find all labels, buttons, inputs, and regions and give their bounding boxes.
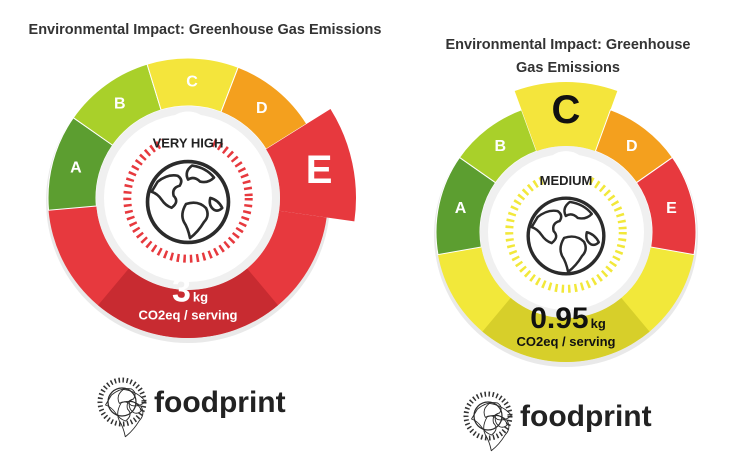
grade-label: B [494, 138, 506, 155]
continent [117, 388, 146, 407]
continent [494, 414, 509, 428]
continent [208, 196, 224, 212]
unit: kg [193, 290, 208, 305]
dash-ring [123, 133, 253, 263]
grade-label: A [455, 200, 467, 217]
title: Environmental Impact: Greenhouse Gas Emi… [28, 22, 382, 38]
continent [105, 388, 136, 422]
amount: 3 [172, 272, 191, 310]
continent [185, 164, 216, 184]
level-label: MEDIUM [540, 173, 593, 188]
brand: foodprint [520, 400, 652, 433]
grade-segment [514, 81, 618, 152]
continent [181, 201, 209, 240]
continent [150, 174, 183, 210]
grade-label: A [70, 159, 82, 176]
basis: CO2eq / serving [139, 308, 238, 323]
brand: foodprint [154, 386, 286, 419]
level-label: VERY HIGH [153, 135, 224, 150]
continent [559, 235, 587, 274]
grade-label: D [626, 138, 638, 155]
logo-ring [97, 377, 147, 427]
logo: foodprint [463, 391, 652, 452]
grade-label: B [114, 96, 126, 113]
grade-label: D [256, 100, 268, 117]
dash-mask [541, 151, 591, 200]
continent [483, 414, 510, 452]
title: Environmental Impact: Greenhouse Gas Emi… [445, 37, 691, 76]
continent [530, 209, 563, 245]
grade-label: C [186, 74, 198, 91]
continent [128, 400, 143, 414]
logo-ring [463, 391, 513, 441]
grade-label: E [306, 148, 333, 192]
grade-label: E [666, 200, 677, 217]
dash-mask [162, 111, 214, 164]
unit: kg [591, 316, 606, 331]
amount-text: 0.95 kg [530, 302, 606, 335]
amount-text: 3 kg [172, 272, 208, 310]
continent [471, 402, 502, 436]
continent [585, 230, 601, 247]
continent [563, 200, 594, 220]
continent [483, 402, 512, 421]
continent [117, 400, 144, 438]
basis: CO2eq / serving [517, 334, 616, 349]
grade-segment [266, 108, 356, 222]
logo: foodprint [97, 377, 286, 438]
amount: 0.95 [530, 302, 588, 335]
grade-label: C [552, 88, 581, 132]
ring-bottom-wedge [482, 297, 650, 362]
ring-bottom-wedge [98, 268, 278, 338]
